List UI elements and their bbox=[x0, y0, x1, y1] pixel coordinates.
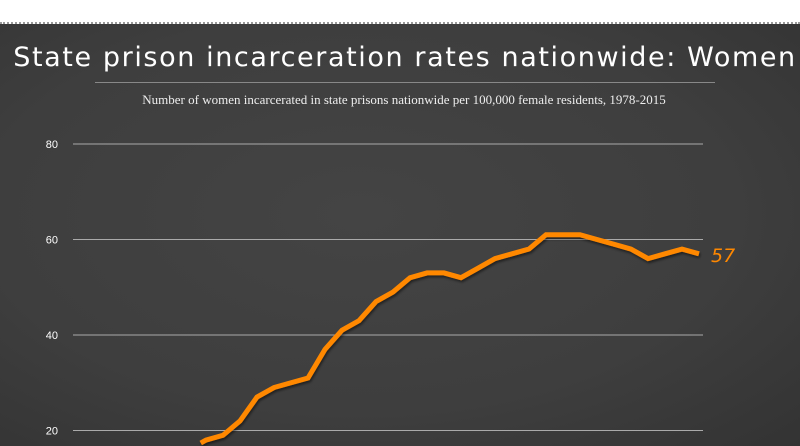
chart-subtitle: Number of women incarcerated in state pr… bbox=[142, 92, 666, 107]
series-line bbox=[199, 232, 700, 446]
y-tick-label: 60 bbox=[46, 235, 58, 247]
chart-title: State prison incarceration rates nationw… bbox=[13, 42, 797, 73]
y-tick-label: 80 bbox=[46, 139, 58, 151]
title-divider bbox=[95, 82, 715, 83]
y-tick-label: 20 bbox=[46, 426, 58, 438]
end-value-label: 57 bbox=[711, 245, 735, 267]
top-band bbox=[0, 0, 800, 24]
y-tick-label: 40 bbox=[46, 330, 58, 342]
chart-panel bbox=[0, 24, 800, 446]
